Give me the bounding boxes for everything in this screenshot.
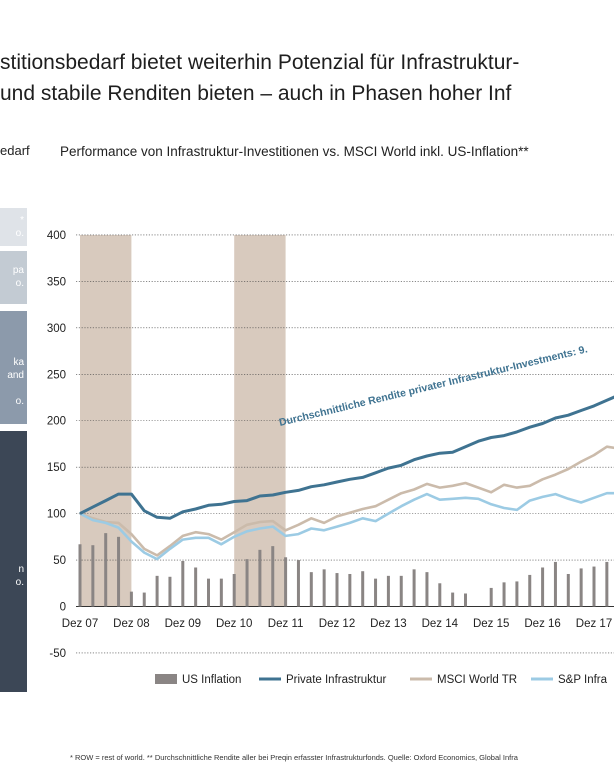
inflation-bar bbox=[464, 593, 467, 607]
box-2-line-2: o. bbox=[15, 278, 24, 289]
y-tick-label: 0 bbox=[60, 602, 66, 614]
x-tick-label: Dez 12 bbox=[319, 618, 355, 630]
y-tick-label: 50 bbox=[53, 555, 66, 567]
inflation-bar bbox=[117, 536, 121, 607]
left-panel-box-1: * o. bbox=[0, 208, 27, 246]
x-tick-label: Dez 10 bbox=[216, 618, 252, 630]
legend-label-msci-world-tr: MSCI World TR bbox=[437, 674, 517, 686]
inflation-bar bbox=[335, 573, 339, 607]
y-tick-label: 100 bbox=[47, 509, 66, 521]
inflation-bar bbox=[553, 561, 557, 607]
y-tick-label: 150 bbox=[47, 462, 66, 474]
inflation-bar bbox=[541, 567, 545, 607]
box-2-line-1: pa bbox=[12, 265, 24, 276]
y-tick-label: 300 bbox=[47, 323, 66, 335]
inflation-bar bbox=[258, 549, 262, 607]
left-panel-box-4: n o. bbox=[0, 431, 27, 692]
inflation-bar bbox=[232, 573, 236, 607]
box-4-line-2: o. bbox=[15, 577, 24, 588]
inflation-bar bbox=[528, 574, 532, 607]
inflation-bar bbox=[129, 591, 133, 607]
inflation-bar bbox=[374, 578, 378, 607]
y-tick-label: -50 bbox=[49, 648, 66, 660]
chart-annotation: Durchschnittliche Rendite privater Infra… bbox=[278, 343, 589, 429]
inflation-bar bbox=[399, 575, 403, 607]
inflation-bar bbox=[515, 581, 519, 607]
inflation-bar bbox=[245, 559, 249, 607]
inflation-bar bbox=[502, 582, 506, 607]
x-tick-label: Dez 15 bbox=[473, 618, 509, 630]
x-tick-label: Dez 07 bbox=[62, 618, 98, 630]
inflation-bar bbox=[142, 592, 146, 607]
inflation-bar bbox=[566, 573, 570, 607]
inflation-bar bbox=[605, 561, 609, 607]
inflation-bar bbox=[181, 560, 185, 607]
x-tick-label: Dez 11 bbox=[268, 618, 304, 630]
y-tick-label: 400 bbox=[47, 230, 66, 242]
headline-line-2: und stabile Renditen bieten – auch in Ph… bbox=[0, 82, 512, 105]
inflation-bar bbox=[361, 571, 365, 607]
inflation-bar bbox=[592, 566, 596, 607]
inflation-bar bbox=[207, 578, 210, 607]
inflation-bar bbox=[425, 572, 429, 607]
inflation-bar bbox=[78, 544, 82, 607]
x-tick-label: Dez 17 bbox=[576, 618, 612, 630]
series-line-sp-infra bbox=[79, 491, 614, 561]
inflation-bar bbox=[309, 572, 313, 607]
x-tick-label: Dez 14 bbox=[422, 618, 459, 630]
left-panel-box-2: pa o. bbox=[0, 251, 27, 304]
inflation-bar bbox=[386, 575, 390, 607]
box-3-line-3: o. bbox=[15, 396, 24, 407]
y-tick-label: 350 bbox=[47, 276, 66, 288]
inflation-bar bbox=[271, 546, 275, 607]
x-tick-label: Dez 13 bbox=[370, 618, 406, 630]
inflation-bar bbox=[348, 573, 352, 607]
box-1-line-1: * bbox=[20, 215, 24, 226]
footnote: * ROW = rest of world. ** Durchschnittli… bbox=[70, 753, 518, 762]
box-3-line-2: and bbox=[7, 370, 24, 381]
inflation-bar bbox=[155, 575, 159, 607]
box-3-line-1: ka bbox=[13, 357, 24, 368]
legend-label-us-inflation: US Inflation bbox=[182, 674, 241, 686]
inflation-bar bbox=[451, 592, 455, 607]
inflation-bar bbox=[322, 569, 326, 607]
inflation-bar bbox=[91, 545, 95, 607]
inflation-bar bbox=[219, 578, 223, 607]
box-1-line-2: o. bbox=[15, 228, 24, 239]
series-line-msci-world-tr bbox=[79, 445, 614, 557]
chart-title: Performance von Infrastruktur-Investitio… bbox=[60, 144, 529, 159]
shaded-period-2 bbox=[234, 234, 286, 607]
x-tick-label: Dez 08 bbox=[113, 618, 149, 630]
x-tick-label: Dez 16 bbox=[524, 618, 560, 630]
left-panel-label: edarf bbox=[0, 143, 30, 158]
headline-line-1: stitionsbedarf bietet weiterhin Potenzia… bbox=[0, 51, 520, 74]
inflation-bar bbox=[489, 587, 493, 607]
inflation-bar bbox=[412, 569, 416, 607]
x-tick-label: Dez 09 bbox=[165, 618, 201, 630]
series-line-private-infrastruktur bbox=[79, 395, 614, 520]
inflation-bar bbox=[194, 567, 198, 607]
legend-swatch-us-inflation bbox=[155, 674, 177, 684]
legend-label-private-infrastruktur: Private Infrastruktur bbox=[286, 674, 387, 686]
inflation-bar bbox=[579, 568, 583, 607]
inflation-bar bbox=[296, 560, 300, 607]
box-4-line-1: n bbox=[18, 564, 24, 575]
legend-label-sp-infra: S&P Infra bbox=[558, 674, 608, 686]
inflation-bar bbox=[438, 583, 442, 607]
left-panel-box-3: ka and o. bbox=[0, 311, 27, 424]
y-tick-label: 200 bbox=[47, 416, 66, 428]
inflation-bar bbox=[284, 557, 288, 607]
inflation-bar bbox=[168, 576, 172, 607]
y-tick-label: 250 bbox=[47, 369, 66, 381]
inflation-bar bbox=[104, 533, 108, 607]
